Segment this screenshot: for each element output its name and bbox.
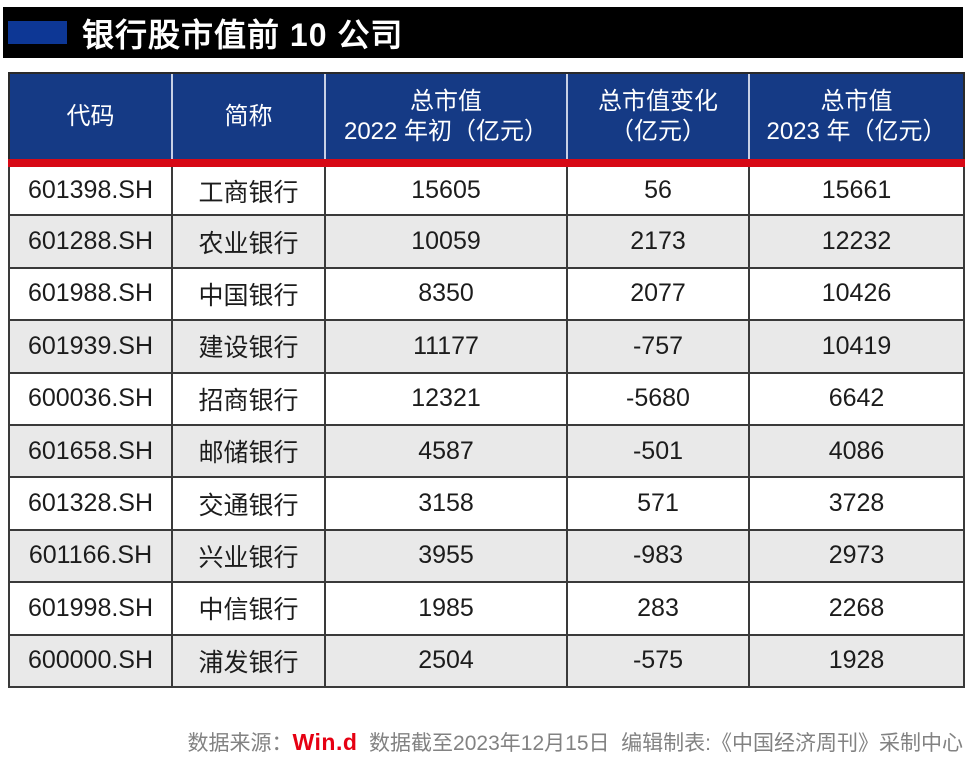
- cell-code: 601328.SH: [8, 476, 173, 531]
- header-row: 代码 简称 总市值 2022 年初（亿元） 总市值变化 （亿元） 总市值 202…: [8, 72, 965, 167]
- cell-cap-2022: 10059: [324, 214, 568, 269]
- cell-cap-2022: 8350: [324, 266, 568, 322]
- cell-cap-change: -757: [566, 319, 750, 374]
- cell-cap-2023: 3728: [748, 476, 965, 531]
- table-row: 601288.SH 农业银行 10059 2173 12232: [8, 214, 965, 269]
- cell-cap-2023: 2268: [748, 581, 965, 636]
- column-header-cap-2023: 总市值 2023 年（亿元）: [748, 72, 965, 167]
- cell-cap-2023: 10419: [748, 319, 965, 374]
- cell-name: 交通银行: [171, 476, 326, 531]
- column-header-cap-2022: 总市值 2022 年初（亿元）: [324, 72, 567, 167]
- cell-cap-2023: 12232: [748, 214, 965, 269]
- cell-cap-change: -983: [566, 528, 750, 584]
- cell-code: 601398.SH: [8, 161, 173, 217]
- cell-code: 601988.SH: [8, 266, 173, 322]
- table-row: 601166.SH 兴业银行 3955 -983 2973: [8, 528, 965, 584]
- cell-name: 兴业银行: [171, 528, 326, 584]
- cell-cap-2023: 15661: [748, 161, 965, 217]
- footer-credits: 数据截至2023年12月15日 编辑制表:《中国经济周刊》采制中心: [357, 732, 963, 755]
- market-cap-table-container: 代码 简称 总市值 2022 年初（亿元） 总市值变化 （亿元） 总市值 202…: [8, 72, 965, 688]
- column-header-name: 简称: [171, 72, 325, 167]
- cell-cap-2022: 3158: [324, 476, 568, 531]
- cell-cap-2023: 6642: [748, 371, 965, 426]
- table-row: 601658.SH 邮储银行 4587 -501 4086: [8, 423, 965, 479]
- cell-name: 中国银行: [171, 266, 326, 322]
- cell-code: 601658.SH: [8, 423, 173, 479]
- column-header-code: 代码: [8, 72, 172, 167]
- cell-cap-2022: 4587: [324, 423, 568, 479]
- cell-name: 建设银行: [171, 319, 326, 374]
- cell-code: 601939.SH: [8, 319, 173, 374]
- cell-cap-2022: 15605: [324, 161, 568, 217]
- table-row: 600036.SH 招商银行 12321 -5680 6642: [8, 371, 965, 426]
- cell-cap-2023: 2973: [748, 528, 965, 584]
- cell-name: 浦发银行: [171, 633, 326, 688]
- cell-name: 邮储银行: [171, 423, 326, 479]
- data-source-label: 数据来源：: [187, 732, 293, 755]
- table-header: 代码 简称 总市值 2022 年初（亿元） 总市值变化 （亿元） 总市值 202…: [8, 72, 965, 167]
- cell-cap-change: -575: [566, 633, 750, 688]
- table-row: 601988.SH 中国银行 8350 2077 10426: [8, 266, 965, 322]
- cell-cap-change: -501: [566, 423, 750, 479]
- cell-name: 中信银行: [171, 581, 326, 636]
- table-row: 601328.SH 交通银行 3158 571 3728: [8, 476, 965, 531]
- cell-cap-change: -5680: [566, 371, 750, 426]
- table-body: 601398.SH 工商银行 15605 56 15661 601288.SH 农业银行 10…: [8, 161, 965, 688]
- cell-cap-change: 571: [566, 476, 750, 531]
- cell-code: 601166.SH: [8, 528, 173, 584]
- page-title: 银行股市值前 10 公司: [82, 16, 404, 53]
- cell-code: 600000.SH: [8, 633, 173, 688]
- cell-cap-change: 56: [566, 161, 750, 217]
- cell-cap-2023: 4086: [748, 423, 965, 479]
- cell-cap-2022: 2504: [324, 633, 568, 688]
- cell-code: 600036.SH: [8, 371, 173, 426]
- cell-code: 601998.SH: [8, 581, 173, 636]
- cell-code: 601288.SH: [8, 214, 173, 269]
- table-row: 601939.SH 建设银行 11177 -757 10419: [8, 319, 965, 374]
- cell-cap-2023: 1928: [748, 633, 965, 688]
- cell-cap-2022: 3955: [324, 528, 568, 584]
- title-bar: 银行股市值前 10 公司: [3, 7, 963, 58]
- cell-name: 招商银行: [171, 371, 326, 426]
- accent-rect: [8, 21, 67, 44]
- cell-cap-2022: 1985: [324, 581, 568, 636]
- table-row: 600000.SH 浦发银行 2504 -575 1928: [8, 633, 965, 688]
- cell-name: 农业银行: [171, 214, 326, 269]
- cell-name: 工商银行: [171, 161, 326, 217]
- cell-cap-2023: 10426: [748, 266, 965, 322]
- wind-logo: Win.d: [292, 729, 358, 755]
- table-row: 601398.SH 工商银行 15605 56 15661: [8, 161, 965, 217]
- market-cap-table: 代码 简称 总市值 2022 年初（亿元） 总市值变化 （亿元） 总市值 202…: [8, 72, 965, 688]
- cell-cap-2022: 12321: [324, 371, 568, 426]
- footer-note: 数据来源：Win.d 数据截至2023年12月15日 编辑制表:《中国经济周刊》…: [8, 722, 964, 762]
- column-header-cap-change: 总市值变化 （亿元）: [566, 72, 749, 167]
- cell-cap-change: 283: [566, 581, 750, 636]
- cell-cap-change: 2077: [566, 266, 750, 322]
- cell-cap-2022: 11177: [324, 319, 568, 374]
- table-row: 601998.SH 中信银行 1985 283 2268: [8, 581, 965, 636]
- cell-cap-change: 2173: [566, 214, 750, 269]
